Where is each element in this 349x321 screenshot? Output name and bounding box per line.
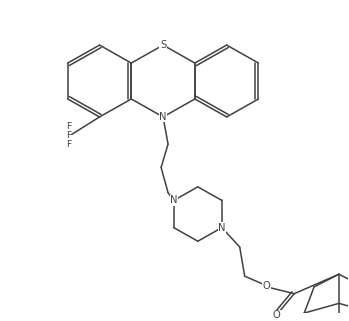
- Text: N: N: [218, 223, 225, 233]
- Text: O: O: [273, 310, 280, 320]
- Text: N: N: [159, 112, 167, 122]
- Text: O: O: [263, 281, 270, 291]
- Text: F: F: [66, 131, 72, 140]
- Text: N: N: [170, 195, 178, 205]
- Text: S: S: [160, 40, 166, 50]
- Text: F: F: [66, 140, 72, 149]
- Text: F: F: [66, 122, 72, 131]
